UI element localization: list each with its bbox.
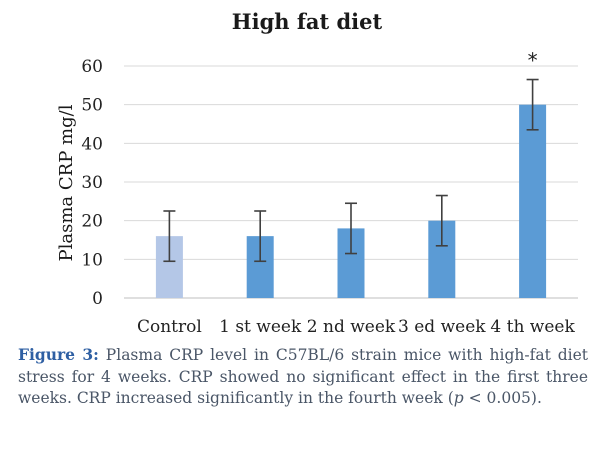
y-tick-label: 30 (81, 173, 103, 193)
bar (519, 104, 547, 299)
error-bar (345, 202, 357, 255)
x-tick-label: 4 th week (490, 317, 575, 337)
x-tick-label: 3 ed week (398, 317, 486, 337)
y-tick-label: 10 (81, 250, 103, 270)
bar-chart: High fat diet Plasma CRP mg/l 0 10 20 30 40 5… (56, 9, 578, 337)
x-axis-labels: Control 1 st week 2 nd week 3 ed week 4 th w… (137, 317, 575, 337)
x-tick-label: Control (137, 317, 202, 337)
y-tick-label: 50 (81, 96, 103, 116)
y-axis-ticks: 0 10 20 30 40 50 60 (81, 57, 103, 309)
error-bar (526, 78, 539, 131)
bars (155, 104, 547, 299)
caption-text: Plasma CRP level in C57BL/6 strain mice … (18, 346, 588, 407)
error-bar (163, 210, 176, 263)
significance-mark: * (528, 49, 538, 73)
y-tick-label: 60 (81, 57, 103, 77)
chart-title: High fat diet (232, 9, 383, 34)
error-bars (163, 78, 539, 263)
y-axis-title: Plasma CRP mg/l (56, 104, 77, 261)
caption-text-end: < 0.005). (463, 389, 542, 407)
caption-p-symbol: p (453, 389, 464, 407)
error-bar (435, 194, 448, 247)
figure-caption: Figure 3: Plasma CRP level in C57BL/6 st… (18, 344, 588, 410)
x-tick-label: 2 nd week (307, 317, 396, 337)
x-tick-label: 1 st week (219, 317, 302, 337)
y-tick-label: 40 (81, 134, 103, 154)
annotations: * (528, 49, 538, 73)
y-tick-label: 0 (92, 289, 103, 309)
y-tick-label: 20 (81, 212, 103, 232)
caption-label: Figure 3: (18, 345, 99, 364)
error-bar (254, 210, 267, 263)
